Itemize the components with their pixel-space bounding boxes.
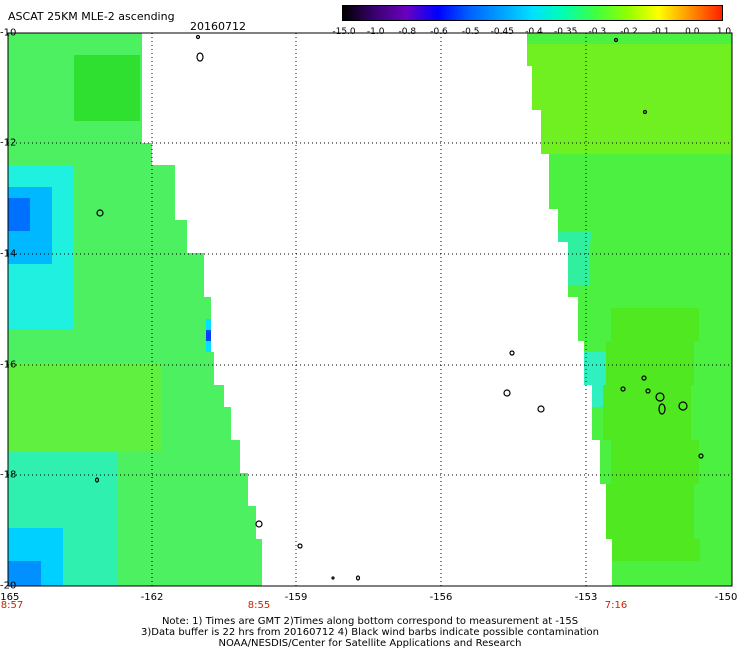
island-outline [503, 389, 511, 397]
island-outline [196, 52, 204, 62]
y-axis-label: -14 [0, 248, 17, 260]
note-line-3: NOAA/NESDIS/Center for Satellite Applica… [218, 638, 522, 649]
island-outline [331, 576, 335, 580]
island-outline [537, 405, 545, 413]
map-date: 20160712 [190, 20, 246, 33]
colorbar-tick-label: -0.45 [490, 27, 514, 37]
island-outline [645, 388, 651, 394]
colorbar-tick-label: -0.6 [430, 27, 448, 37]
island-outline [255, 520, 263, 528]
island-outline [658, 403, 666, 415]
time-left-start: 8:57 [0, 600, 24, 611]
colorbar-tick-label: 1.0 [716, 27, 732, 37]
island-outline [678, 401, 688, 411]
island-outline [355, 575, 361, 581]
y-axis-label: -18 [0, 469, 17, 481]
island-outline [641, 375, 647, 381]
colorbar-tick-label: -0.4 [525, 27, 543, 37]
colorbar-tick-label: -15.0 [332, 27, 356, 37]
x-axis-label: -159 [284, 592, 308, 603]
y-axis-label: -20 [0, 580, 17, 592]
colorbar-tick-label: -0.2 [620, 27, 638, 37]
x-axis-label: -156 [429, 592, 453, 603]
y-axis-label: -12 [0, 137, 17, 149]
map-panel [7, 32, 733, 587]
colorbar-tick-label: -0.1 [651, 27, 670, 37]
map-title: ASCAT 25KM MLE-2 ascending [8, 10, 175, 23]
x-axis-label: -153 [574, 592, 598, 603]
colorbar-tick-label: 0.0 [685, 27, 700, 37]
x-axis-label: -150 [714, 592, 738, 603]
colorbar [342, 5, 723, 21]
colorbar-labels: -15.0 -1.0 -0.8 -0.6 -0.5 -0.45 -0.4 -0.35 -0.3 -… [330, 27, 740, 39]
x-axis-label: -162 [140, 592, 164, 603]
note-line-2: 3)Data buffer is 22 hrs from 20160712 4)… [141, 627, 599, 638]
island-outline [642, 109, 648, 115]
island-outline [613, 37, 619, 43]
y-axis-label: -10 [0, 27, 17, 39]
note-line-1: Note: 1) Times are GMT 2)Times along bot… [161, 616, 579, 627]
island-outline [297, 543, 303, 549]
time-right-start: 7:16 [604, 600, 628, 611]
island-outline [195, 34, 201, 40]
colorbar-tick-label: -0.3 [588, 27, 607, 37]
time-left-end: 8:55 [247, 600, 271, 611]
island-outline [620, 386, 626, 392]
island-outline [94, 477, 100, 483]
island-outline [655, 392, 665, 402]
colorbar-tick-label: -0.8 [398, 27, 417, 37]
colorbar-tick-label: -0.35 [554, 27, 578, 37]
y-axis-label: -16 [0, 359, 17, 371]
island-outline [96, 209, 104, 217]
x-axis-label: -165 [0, 592, 20, 603]
colorbar-tick-label: -1.0 [366, 27, 385, 37]
island-outline [698, 453, 704, 459]
colorbar-tick-label: -0.5 [461, 27, 480, 37]
island-outline [509, 350, 515, 356]
